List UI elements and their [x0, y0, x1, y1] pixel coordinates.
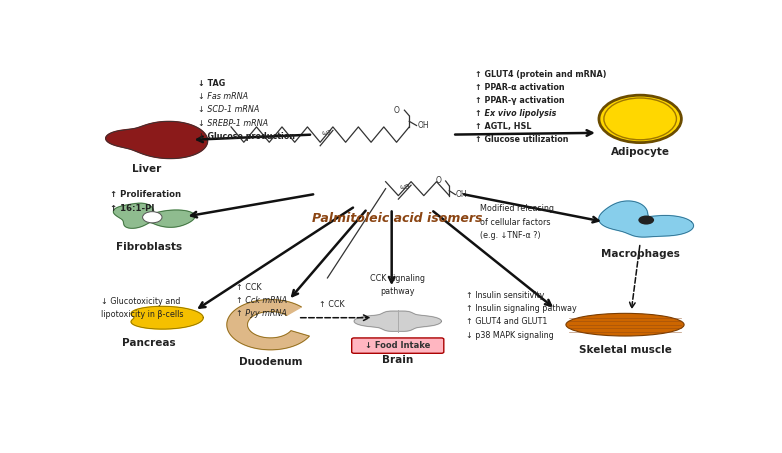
Text: Liver: Liver — [131, 164, 161, 174]
Text: ↑ Insulin sensitivity: ↑ Insulin sensitivity — [465, 291, 544, 300]
Circle shape — [638, 216, 654, 225]
Text: (e.g. ↓TNF-α ?): (e.g. ↓TNF-α ?) — [479, 231, 540, 240]
Text: ↓ Glucose production: ↓ Glucose production — [198, 132, 295, 141]
Circle shape — [142, 212, 162, 223]
Polygon shape — [227, 299, 310, 350]
Text: ↑ PPAR-γ activation: ↑ PPAR-γ activation — [475, 96, 565, 105]
Text: O: O — [393, 106, 400, 115]
Text: ↓ Food Intake: ↓ Food Intake — [365, 341, 430, 350]
Text: ↑ Glucose utilization: ↑ Glucose utilization — [475, 135, 569, 144]
Text: ↑ PPAR-α activation: ↑ PPAR-α activation — [475, 83, 565, 92]
Circle shape — [599, 95, 681, 143]
Text: ↑ Pyy mRNA: ↑ Pyy mRNA — [236, 309, 287, 318]
Text: ↑ Insulin signaling pathway: ↑ Insulin signaling pathway — [465, 304, 576, 313]
Text: Macrophages: Macrophages — [601, 249, 680, 259]
Polygon shape — [131, 306, 203, 329]
Text: Modified releasing: Modified releasing — [479, 204, 554, 213]
Text: ↓ p38 MAPK signaling: ↓ p38 MAPK signaling — [465, 331, 554, 340]
Text: pathway: pathway — [381, 287, 415, 296]
Text: Palmitoleic acid isomers: Palmitoleic acid isomers — [313, 212, 483, 225]
Text: Skeletal muscle: Skeletal muscle — [579, 345, 672, 355]
Text: ↓ Glucotoxicity and: ↓ Glucotoxicity and — [101, 297, 180, 306]
Text: OH: OH — [456, 190, 468, 199]
Text: ↑ Ex vivo lipolysis: ↑ Ex vivo lipolysis — [475, 109, 556, 118]
Polygon shape — [113, 203, 195, 228]
Text: ↑ GLUT4 (protein and mRNA): ↑ GLUT4 (protein and mRNA) — [475, 70, 606, 79]
Text: ↑ CCK: ↑ CCK — [319, 300, 345, 309]
Text: Adipocyte: Adipocyte — [611, 147, 669, 157]
Text: ↑ Proliferation: ↑ Proliferation — [109, 190, 181, 199]
Text: ω9: ω9 — [400, 184, 410, 190]
Text: ↑ AGTL, HSL: ↑ AGTL, HSL — [475, 122, 531, 130]
Text: ↑ Cck mRNA: ↑ Cck mRNA — [236, 296, 287, 305]
Text: O: O — [436, 177, 442, 185]
Text: OH: OH — [417, 121, 429, 130]
Text: ↑ CCK: ↑ CCK — [236, 283, 261, 292]
Polygon shape — [354, 311, 441, 331]
Text: ↓ SCD-1 mRNA: ↓ SCD-1 mRNA — [198, 105, 259, 114]
Text: ↓ TAG: ↓ TAG — [198, 79, 225, 88]
Ellipse shape — [566, 313, 684, 336]
Text: lipotoxicity in β-cells: lipotoxicity in β-cells — [101, 310, 183, 319]
Polygon shape — [106, 121, 208, 159]
Text: Duodenum: Duodenum — [239, 357, 302, 367]
Text: ↑ 16:1-PI: ↑ 16:1-PI — [109, 204, 154, 212]
Text: Brain: Brain — [382, 355, 414, 365]
Text: ↑ GLUT4 and GLUT1: ↑ GLUT4 and GLUT1 — [465, 318, 547, 326]
Circle shape — [604, 98, 676, 140]
Text: of cellular factors: of cellular factors — [479, 217, 550, 226]
Text: CCK signaling: CCK signaling — [370, 274, 425, 283]
Text: ω7: ω7 — [322, 130, 332, 135]
Text: ↓ SREBP-1 mRNA: ↓ SREBP-1 mRNA — [198, 119, 268, 128]
Text: Fibroblasts: Fibroblasts — [117, 242, 182, 252]
Polygon shape — [599, 201, 694, 237]
FancyBboxPatch shape — [352, 338, 444, 353]
Text: ↓ Fas mRNA: ↓ Fas mRNA — [198, 92, 248, 101]
Text: Pancreas: Pancreas — [123, 337, 176, 347]
